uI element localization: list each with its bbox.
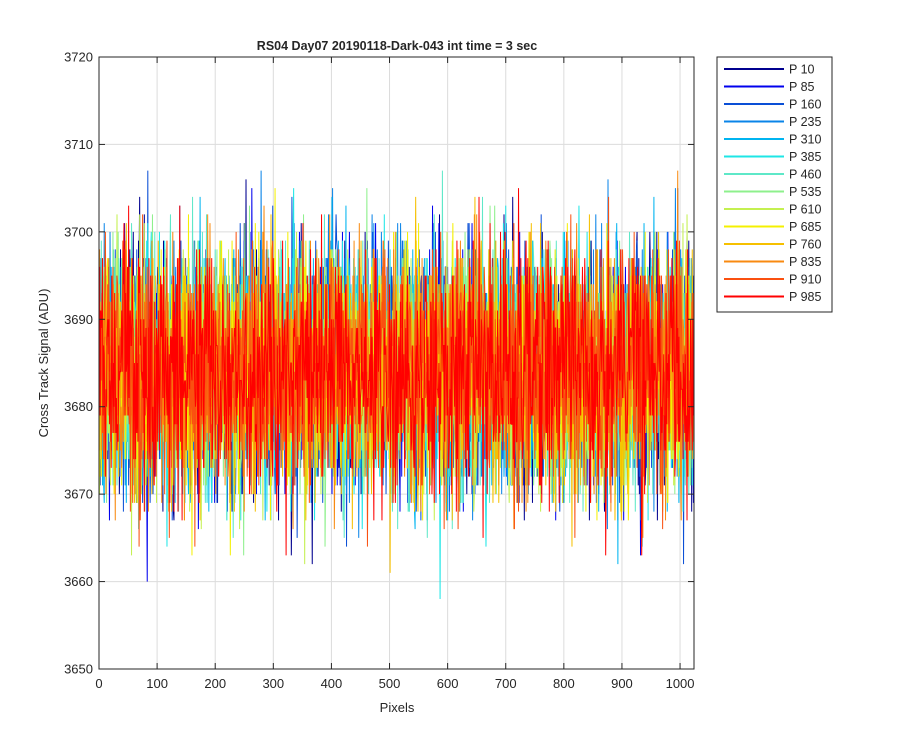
legend-entry: P 835 bbox=[789, 255, 821, 269]
y-axis-label: Cross Track Signal (ADU) bbox=[36, 289, 51, 438]
legend-entry: P 685 bbox=[789, 220, 821, 234]
x-tick-label: 500 bbox=[379, 676, 401, 691]
legend-entry: P 460 bbox=[789, 168, 821, 182]
y-tick-label: 3700 bbox=[64, 224, 93, 239]
legend-entry: P 385 bbox=[789, 150, 821, 164]
x-tick-label: 300 bbox=[262, 676, 284, 691]
legend-entry: P 160 bbox=[789, 98, 821, 112]
y-tick-label: 3650 bbox=[64, 662, 93, 677]
y-tick-label: 3670 bbox=[64, 487, 93, 502]
x-tick-label: 200 bbox=[204, 676, 226, 691]
plot-area: 0 100 200 300 400 500 600 700 800 900 1000 3650 3660… bbox=[64, 50, 694, 692]
x-axis-label: Pixels bbox=[380, 700, 415, 715]
legend-entry: P 610 bbox=[789, 203, 821, 217]
y-tick-label: 3690 bbox=[64, 312, 93, 327]
x-tick-label: 0 bbox=[95, 676, 102, 691]
x-tick-label: 800 bbox=[553, 676, 575, 691]
y-tick-label: 3660 bbox=[64, 574, 93, 589]
series-lines bbox=[99, 170, 694, 600]
legend-entry: P 310 bbox=[789, 133, 821, 147]
legend-entry: P 10 bbox=[789, 63, 815, 77]
x-tick-label: 600 bbox=[437, 676, 459, 691]
legend-entry: P 85 bbox=[789, 80, 815, 94]
x-tick-label: 1000 bbox=[666, 676, 695, 691]
y-tick-label: 3680 bbox=[64, 399, 93, 414]
x-tick-label: 100 bbox=[146, 676, 168, 691]
y-tick-label: 3720 bbox=[64, 50, 93, 65]
axis-ticks: 0 100 200 300 400 500 600 700 800 900 1000 3650 3660… bbox=[64, 50, 694, 692]
chart-title: RS04 Day07 20190118-Dark-043 int time = … bbox=[257, 39, 537, 53]
legend-entry: P 910 bbox=[789, 273, 821, 287]
series-line bbox=[99, 188, 694, 556]
x-tick-label: 900 bbox=[611, 676, 633, 691]
x-tick-label: 400 bbox=[321, 676, 343, 691]
legend-entry: P 535 bbox=[789, 185, 821, 199]
legend-entry: P 985 bbox=[789, 290, 821, 304]
y-tick-label: 3710 bbox=[64, 137, 93, 152]
legend: P 10 P 85 P 160 P 235 P 310 P 385 P 460 P 535 P … bbox=[716, 56, 833, 313]
x-tick-label: 700 bbox=[495, 676, 517, 691]
legend-entry: P 760 bbox=[789, 238, 821, 252]
legend-entry: P 235 bbox=[789, 115, 821, 129]
